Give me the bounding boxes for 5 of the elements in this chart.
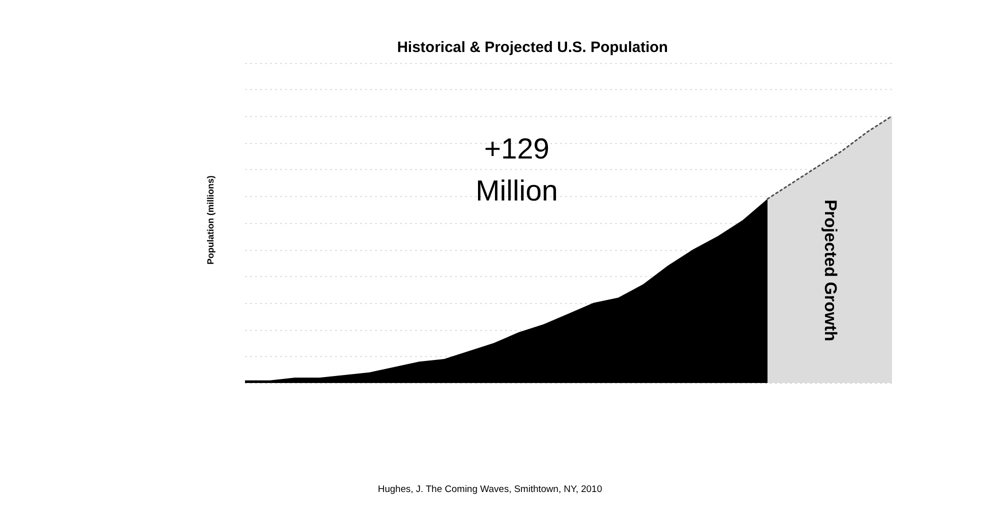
chart-title: Historical & Projected U.S. Population (397, 39, 668, 56)
annotation: +129 Million (476, 133, 558, 208)
y-axis-title: Population (millions) (206, 176, 216, 264)
series-label: Projected Growth (820, 200, 840, 342)
text: Hughes, J. The Coming Waves, Smithtown, NY, 2010 (378, 484, 602, 495)
